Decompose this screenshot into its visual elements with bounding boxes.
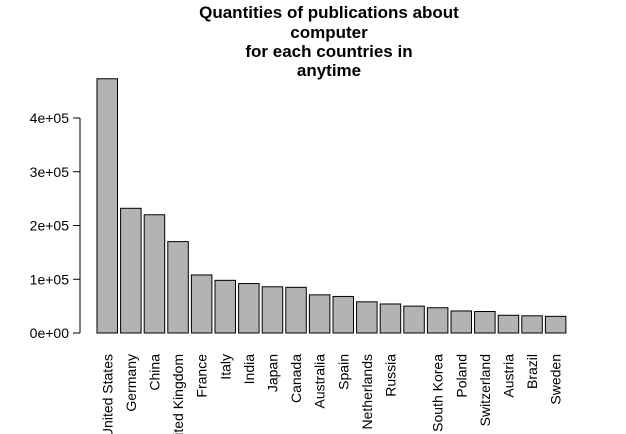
bar (497, 314, 520, 334)
x-tick-label: Italy (217, 354, 233, 380)
bars (96, 78, 567, 334)
x-tick-label: Germany (123, 354, 139, 412)
bar (332, 295, 354, 334)
x-tick-label: Spain (335, 354, 351, 390)
x-tick-label: United Kingdom (170, 354, 186, 434)
bar (403, 305, 425, 334)
x-tick-label: Poland (453, 354, 469, 398)
bar (474, 311, 496, 334)
x-tick-label: Netherlands (359, 354, 375, 430)
bar (356, 301, 378, 334)
bar (238, 283, 260, 334)
x-tick-label: China (146, 354, 162, 391)
x-tick-label: Austria (500, 354, 516, 398)
bar (167, 241, 189, 334)
x-tick-label: Canada (288, 354, 304, 403)
y-tick-label: 3e+05 (30, 164, 70, 180)
bar (143, 214, 166, 334)
y-axis: 0e+00 1e+05 2e+05 3e+05 4e+05 (30, 110, 81, 341)
title-line-1: Quantities of publications about (199, 3, 459, 22)
x-tick-label: India (241, 354, 257, 385)
bar (426, 307, 449, 334)
x-tick-label: Australia (312, 354, 328, 409)
chart-title: Quantities of publications about compute… (199, 3, 459, 80)
title-line-2: computer (290, 23, 368, 42)
bar (521, 315, 543, 334)
y-tick-label: 0e+00 (30, 325, 70, 341)
x-tick-label: Brazil (524, 354, 540, 389)
y-tick-label: 4e+05 (30, 110, 70, 126)
bar (544, 315, 567, 334)
bar (308, 294, 331, 334)
x-tick-label: Sweden (548, 354, 564, 405)
title-line-4: anytime (297, 61, 361, 80)
bar (285, 286, 307, 334)
x-tick-label: Switzerland (477, 354, 493, 426)
bar (379, 303, 402, 334)
title-line-3: for each countries in (245, 42, 412, 61)
y-tick-label: 2e+05 (30, 218, 70, 234)
bar (190, 274, 213, 334)
category-labels: United States Germany China United Kingdom F… (99, 354, 563, 434)
bar (120, 207, 142, 334)
bar (450, 310, 472, 334)
bar (261, 286, 284, 334)
x-tick-label: United States (99, 354, 115, 434)
x-tick-label: South Korea (430, 354, 446, 432)
x-tick-label: France (194, 354, 210, 398)
x-tick-label: Russia (382, 354, 398, 397)
x-tick-label: Japan (264, 354, 280, 392)
y-tick-label: 1e+05 (30, 271, 70, 287)
bar (96, 78, 118, 334)
bar (214, 279, 236, 334)
